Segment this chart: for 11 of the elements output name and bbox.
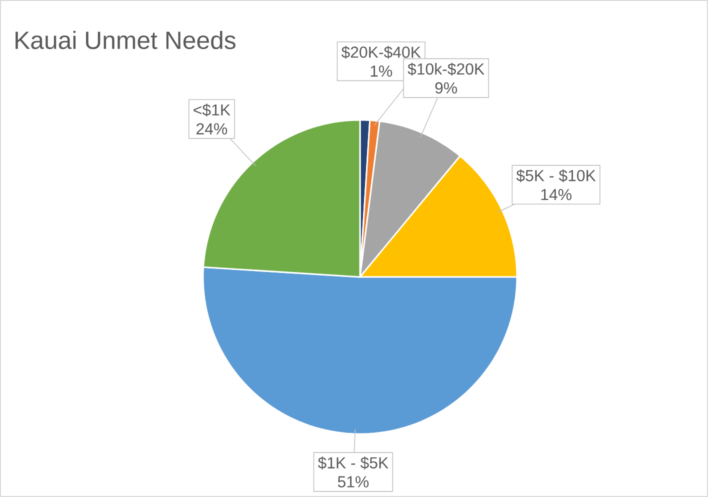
chart-title: Kauai Unmet Needs — [16, 30, 236, 50]
slice-label: $10k-$20K — [408, 62, 484, 76]
data-label: 51% — [338, 476, 369, 488]
data-label: 14% — [541, 188, 572, 200]
slice-label: $5K - $10K — [516, 169, 596, 182]
data-label: 24% — [196, 123, 228, 134]
slice-label: $20K-$40K — [341, 46, 421, 59]
data-label: 9% — [435, 82, 458, 94]
slice-label: <$1K — [194, 104, 230, 117]
data-label: 1% — [370, 66, 392, 77]
slice-label: $1K - $5K — [318, 456, 388, 470]
